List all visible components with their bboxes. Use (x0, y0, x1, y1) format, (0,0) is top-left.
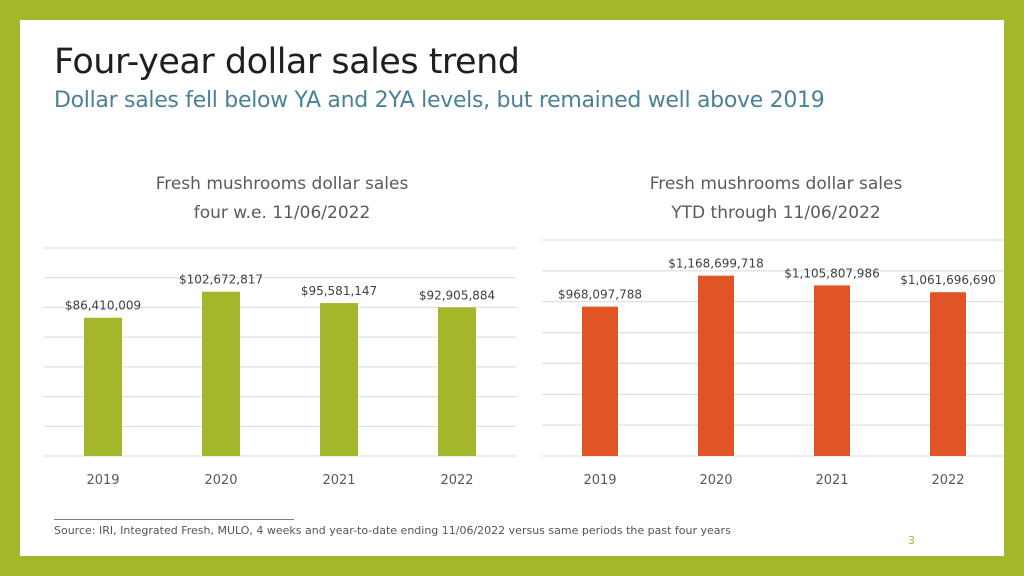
footnote-divider (54, 519, 294, 520)
right-bar-2022 (930, 292, 966, 456)
left-chart-title: Fresh mushrooms dollar sales four w.e. 1… (112, 170, 452, 228)
right-chart-title-line1: Fresh mushrooms dollar sales (649, 174, 903, 194)
right-data-label-2021: $1,105,807,986 (784, 266, 879, 280)
left-data-label-2020: $102,672,817 (179, 273, 263, 287)
source-note: Source: IRI, Integrated Fresh, MULO, 4 w… (54, 524, 731, 537)
right-bar-2020 (698, 275, 734, 456)
left-data-label-2021: $95,581,147 (301, 284, 377, 298)
left-bar-2020 (202, 291, 240, 456)
left-tick-label-2019: 2019 (86, 473, 119, 488)
slide-subtitle: Dollar sales fell below YA and 2YA level… (54, 88, 825, 113)
left-bar-2021 (320, 303, 358, 456)
left-tick-label-2020: 2020 (204, 473, 237, 488)
right-tick-label-2022: 2022 (931, 473, 964, 488)
left-data-label-2019: $86,410,009 (65, 299, 141, 313)
right-bar-2019 (582, 306, 618, 456)
right-data-label-2022: $1,061,696,690 (900, 273, 995, 287)
left-bar-2022 (438, 307, 476, 456)
charts-canvas: $86,410,009 2019 $102,672,817 2020 $95,581,1… (44, 239, 1004, 488)
left-data-label-2022: $92,905,884 (419, 288, 495, 302)
right-tick-label-2020: 2020 (699, 473, 732, 488)
right-chart-title: Fresh mushrooms dollar sales YTD through… (606, 170, 946, 228)
slide: Four-year dollar sales trend Dollar sale… (20, 20, 1004, 556)
right-tick-label-2019: 2019 (583, 473, 616, 488)
right-chart-title-line2: YTD through 11/06/2022 (671, 203, 881, 223)
page-number: 3 (908, 534, 915, 547)
left-tick-label-2022: 2022 (440, 473, 473, 488)
slide-title: Four-year dollar sales trend (54, 42, 520, 82)
right-data-label-2019: $968,097,788 (558, 288, 642, 302)
left-bar-2019 (84, 317, 122, 456)
right-data-label-2020: $1,168,699,718 (668, 257, 763, 271)
right-tick-label-2021: 2021 (815, 473, 848, 488)
left-chart-title-line1: Fresh mushrooms dollar sales (155, 174, 409, 194)
left-chart-title-line2: four w.e. 11/06/2022 (193, 203, 371, 223)
left-tick-label-2021: 2021 (322, 473, 355, 488)
right-bar-2021 (814, 285, 850, 456)
